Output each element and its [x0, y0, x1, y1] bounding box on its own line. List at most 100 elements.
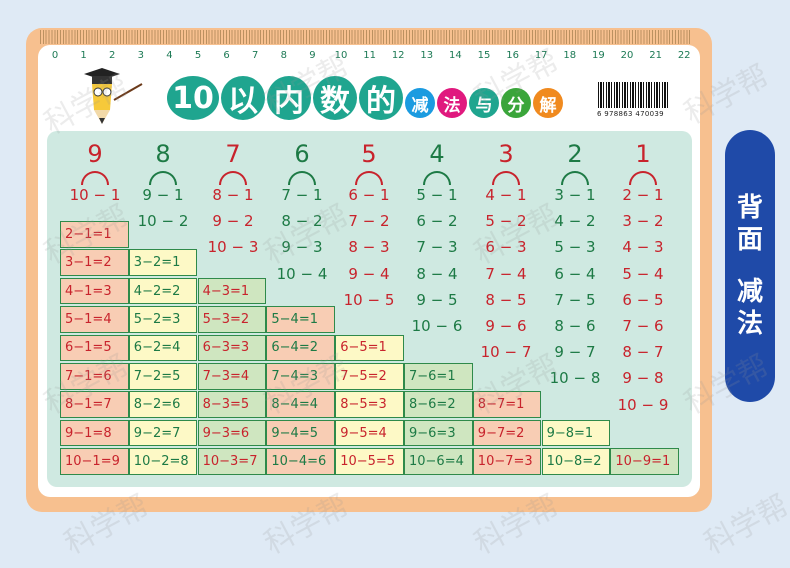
side-badge: 背面 减法: [725, 130, 775, 402]
subtitle-char: 法: [437, 88, 467, 118]
equation-cell: 6−2=4: [128, 334, 198, 362]
equation-cell: 10−4=6: [266, 448, 335, 475]
equation-cell: 9−4=5: [266, 419, 335, 447]
ruler-label: 21: [649, 50, 662, 61]
decomposition-number: 7: [225, 140, 241, 168]
equation-cell: 6−5=1: [335, 334, 404, 362]
equation-cell: 10−9=1: [610, 448, 679, 475]
badge-line-2: 减法: [736, 277, 763, 339]
title-char: 以: [221, 76, 265, 120]
decomposition-expression: 9 − 5: [416, 290, 458, 309]
equation-cell: 7−5=2: [335, 363, 404, 390]
ruler-label: 4: [166, 50, 173, 61]
ruler-label: 12: [391, 50, 405, 61]
equation-cell: 10−2=8: [128, 448, 198, 475]
decomposition-expression: 8 − 1: [212, 186, 254, 204]
equation-cell: 5−1=4: [60, 306, 129, 333]
ruler-labels: 0 1 2 3 4 5 6 7 8 9 10 11 12 13 14 15 16 17 18 19 20 21 22: [0, 50, 790, 64]
title-char: 10: [167, 76, 219, 120]
decomposition-expression: 8 − 2: [281, 212, 323, 231]
decomposition-expression: 3 − 2: [622, 212, 664, 231]
decomposition-expression: 2 − 1: [622, 186, 664, 204]
ruler-label: 22: [677, 50, 691, 61]
decomposition-expression: 5 − 1: [416, 186, 458, 204]
equation-cell: 3−1=2: [60, 249, 129, 276]
ruler-label: 11: [363, 50, 376, 61]
subtitle-char: 解: [533, 88, 563, 118]
decomposition-expression: 7 − 1: [281, 186, 323, 204]
decomposition-expression: 5 − 2: [485, 212, 527, 231]
equation-cell: 9−6=3: [404, 419, 473, 447]
ruler-label: 2: [109, 50, 116, 61]
decomposition-expression: 9 − 2: [212, 212, 254, 231]
decomposition-expression: 7 − 4: [485, 264, 527, 283]
equation-cell: 8−1=7: [60, 391, 129, 418]
equation-cell: 5−3=2: [197, 306, 267, 333]
decomposition-expression: 10 − 8: [549, 369, 601, 388]
equation-cell: 9−7=2: [472, 419, 542, 447]
decomposition-expression: 9 − 1: [142, 186, 184, 204]
decomposition-expression: 7 − 5: [554, 290, 596, 309]
pencil-mascot-icon: [84, 68, 143, 124]
equation-cell: 10−5=5: [335, 448, 404, 475]
equation-cell: 7−3=4: [197, 363, 267, 390]
equation-cell: 6−1=5: [60, 334, 129, 362]
decomposition-expression: 4 − 1: [485, 186, 527, 204]
ruler-label: 14: [449, 50, 462, 61]
ruler-ticks: [40, 30, 690, 44]
equation-cell: 6−3=3: [197, 334, 267, 362]
ruler-label: 7: [252, 50, 259, 61]
decomposition-expression: 10 − 5: [343, 290, 395, 309]
decomposition-expression: 10 − 3: [207, 238, 259, 257]
decomposition-expression: 9 − 7: [554, 343, 596, 362]
ruler-label: 9: [309, 50, 316, 61]
decomposition-expression: 6 − 2: [416, 212, 458, 231]
equation-cell: 8−4=4: [266, 391, 335, 418]
decomposition-number: 6: [294, 140, 310, 168]
decomposition-expression: 7 − 6: [622, 317, 664, 335]
decomposition-expression: 7 − 2: [348, 212, 390, 231]
subtitle-char: 减: [405, 88, 435, 118]
decomposition-number: 9: [87, 140, 103, 168]
title-char: 内: [267, 76, 311, 120]
ruler-label: 16: [506, 50, 519, 61]
equation-cell: 5−2=3: [128, 306, 198, 333]
ruler-label: 15: [477, 50, 491, 61]
equation-cell: 6−4=2: [266, 334, 335, 362]
equation-cell: 10−6=4: [404, 448, 473, 475]
decomposition-expression: 6 − 5: [622, 290, 664, 309]
badge-line-1: 背面: [736, 193, 763, 255]
decomposition-number: 5: [361, 140, 377, 168]
equation-cell: 9−5=4: [335, 419, 404, 447]
decomposition-expression: 8 − 6: [554, 317, 596, 335]
equation-cell: 9−3=6: [197, 419, 267, 447]
decomposition-expression: 6 − 1: [348, 186, 390, 204]
ruler-label: 6: [223, 50, 230, 61]
barcode-number: 6 978863 470039: [597, 110, 664, 118]
equation-cell: 10−8=2: [541, 448, 611, 475]
decomposition-expression: 9 − 4: [348, 264, 390, 283]
equation-cell: 7−4=3: [266, 363, 335, 390]
equation-cell: 8−3=5: [197, 391, 267, 418]
equation-cell: 10−7=3: [472, 448, 542, 475]
title-char: 的: [359, 76, 403, 120]
equation-cell: 7−6=1: [404, 363, 473, 390]
decomposition-expression: 7 − 3: [416, 238, 458, 257]
ruler-label: 1: [80, 50, 87, 61]
decomposition-expression: 6 − 3: [485, 238, 527, 257]
decomposition-expression: 10 − 2: [137, 212, 189, 231]
decomposition-expression: 10 − 1: [69, 186, 121, 204]
decomposition-expression: 10 − 6: [411, 317, 463, 335]
decomposition-number: 2: [567, 140, 583, 168]
page-title: 10 以 内 数 的 减 法 与 分 解: [167, 76, 563, 120]
subtitle-char: 分: [501, 88, 531, 118]
equation-cell: 8−5=3: [335, 391, 404, 418]
equation-cell: 9−8=1: [541, 419, 611, 447]
decomposition-expression: 5 − 3: [554, 238, 596, 257]
decomposition-number: 8: [155, 140, 171, 168]
ruler-label: 10: [334, 50, 348, 61]
barcode-icon: [598, 82, 668, 108]
title-char: 数: [313, 76, 357, 120]
decomposition-expression: 9 − 6: [485, 317, 527, 335]
equation-cell: 4−3=1: [197, 277, 267, 305]
